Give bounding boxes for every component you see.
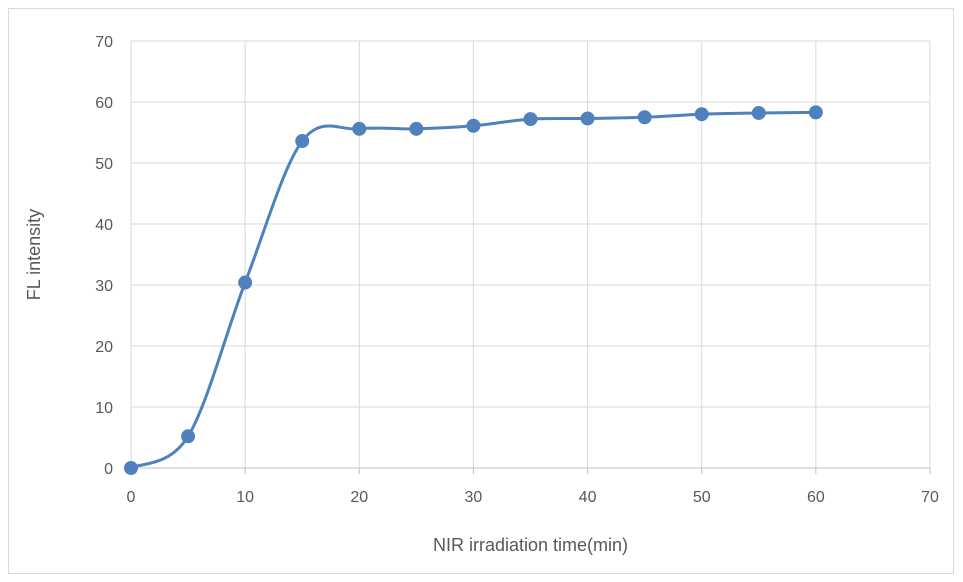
y-tick-label: 70: [95, 34, 113, 51]
data-point: [580, 111, 595, 126]
data-point: [751, 105, 766, 120]
x-tick-label: 20: [350, 489, 368, 506]
data-point: [808, 105, 823, 120]
data-point: [295, 134, 310, 149]
x-tick-label: 70: [921, 489, 939, 506]
data-point: [694, 107, 709, 122]
series-line: [129, 110, 818, 470]
data-point: [181, 429, 196, 444]
x-tick-label: 40: [579, 489, 597, 506]
data-point: [409, 121, 424, 136]
y-tick-labels: 0 10 20 30 40 50 60 70: [95, 34, 113, 478]
data-point: [124, 461, 138, 475]
x-tick-label: 50: [693, 489, 711, 506]
x-tick-labels: 0 10 20 30 40 50 60 70: [127, 489, 939, 506]
y-tick-label: 60: [95, 95, 113, 112]
data-point: [238, 275, 253, 290]
gridlines: [131, 40, 931, 468]
y-tick-label: 10: [95, 400, 113, 417]
series-group: [124, 105, 823, 475]
x-tick-label: 60: [807, 489, 825, 506]
y-tick-label: 0: [104, 461, 113, 478]
y-tick-label: 20: [95, 339, 113, 356]
data-point: [352, 121, 367, 136]
data-point: [466, 118, 481, 133]
x-tick-label: 30: [465, 489, 483, 506]
y-tick-label: 30: [95, 278, 113, 295]
data-point: [637, 110, 652, 125]
x-tick-label: 10: [236, 489, 254, 506]
y-axis-title: FL intensity: [24, 209, 44, 300]
data-point: [523, 112, 538, 127]
axes: [130, 41, 931, 474]
x-tick-label: 0: [127, 489, 136, 506]
x-axis-title: NIR irradiation time(min): [433, 535, 628, 555]
y-tick-label: 50: [95, 156, 113, 173]
y-tick-label: 40: [95, 217, 113, 234]
